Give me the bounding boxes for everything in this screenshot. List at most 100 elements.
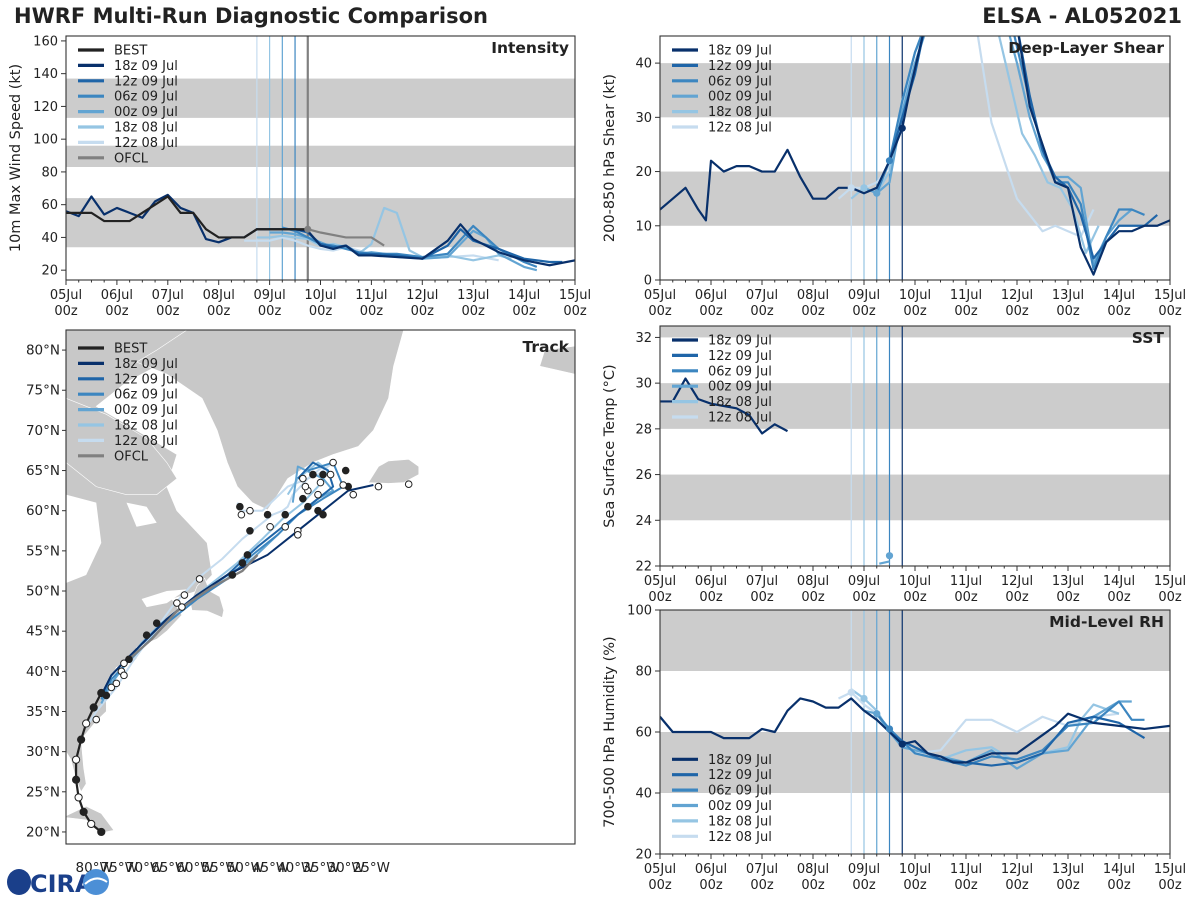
lat-tick-label: 35°N: [26, 704, 60, 720]
x-tick-hour-label: 00z: [903, 590, 927, 605]
y-tick-label: 20: [635, 165, 652, 180]
intensity-panel-title: Intensity: [491, 39, 569, 57]
x-tick-hour-label: 00z: [648, 878, 672, 893]
lat-tick-label: 70°N: [26, 423, 60, 439]
x-tick-day-label: 06Jul: [101, 288, 133, 303]
x-tick-day-label: 05Jul: [644, 574, 676, 589]
legend-label: 00z 09 Jul: [708, 799, 772, 814]
x-tick-day-label: 05Jul: [644, 288, 676, 303]
track-point: [142, 631, 151, 639]
x-tick-day-label: 08Jul: [797, 574, 829, 589]
x-tick-hour-label: 00z: [563, 304, 587, 319]
shear-series-line: [660, 36, 1170, 276]
track-point: [339, 481, 347, 489]
landmass: [66, 397, 178, 495]
lat-tick-label: 60°N: [26, 503, 60, 519]
shear-panel-title: Deep-Layer Shear: [1008, 39, 1164, 57]
track-point: [112, 679, 121, 688]
track-point: [266, 522, 274, 531]
ofcl-forecast-line: [307, 228, 385, 247]
track-point: [238, 559, 247, 567]
lat-tick-label: 50°N: [26, 584, 60, 600]
rh-init-marker: [873, 710, 881, 718]
sst-plot-area: [660, 326, 1170, 566]
lat-tick-label: 40°N: [26, 664, 60, 680]
x-tick-day-label: 07Jul: [152, 288, 184, 303]
legend-label: 12z 08 Jul: [708, 121, 772, 136]
x-tick-day-label: 14Jul: [508, 288, 540, 303]
intensity-plot-area: [66, 36, 575, 280]
best-track-point: [74, 793, 83, 802]
legend-label: BEST: [114, 44, 147, 59]
x-tick-day-label: 10Jul: [899, 574, 931, 589]
track-point: [125, 655, 133, 664]
x-tick-day-label: 05Jul: [50, 288, 82, 303]
rh-panel-title: Mid-Level RH: [1049, 613, 1164, 631]
legend-label: 12z 08 Jul: [708, 830, 772, 845]
x-tick-hour-label: 00z: [207, 304, 231, 319]
x-tick-hour-label: 00z: [1107, 304, 1131, 319]
x-tick-day-label: 10Jul: [899, 288, 931, 303]
sst-threshold-band: [660, 474, 1170, 521]
x-tick-day-label: 10Jul: [304, 288, 336, 303]
rh-init-marker: [898, 740, 906, 748]
x-tick-hour-label: 00z: [750, 304, 774, 319]
x-tick-hour-label: 00z: [648, 304, 672, 319]
legend-label: 12z 08 Jul: [114, 136, 178, 151]
track-point: [301, 482, 310, 491]
track-point: [152, 619, 161, 627]
x-tick-day-label: 09Jul: [253, 288, 285, 303]
x-tick-hour-label: 00z: [1158, 878, 1182, 893]
x-tick-day-label: 11Jul: [950, 574, 982, 589]
x-tick-hour-label: 00z: [699, 590, 723, 605]
gulf-st-lawrence: [141, 589, 187, 608]
x-tick-hour-label: 00z: [852, 878, 876, 893]
x-tick-day-label: 12Jul: [1001, 862, 1033, 877]
x-tick-day-label: 08Jul: [797, 862, 829, 877]
track-point: [319, 470, 327, 479]
x-tick-hour-label: 00z: [512, 304, 536, 319]
best-track-line: [66, 195, 308, 239]
x-tick-day-label: 05Jul: [644, 862, 676, 877]
cira-logo: CIRA: [7, 869, 109, 898]
x-tick-day-label: 11Jul: [950, 288, 982, 303]
x-tick-hour-label: 00z: [801, 590, 825, 605]
x-tick-hour-label: 00z: [903, 304, 927, 319]
rh-init-marker: [885, 725, 894, 733]
y-tick-label: 28: [635, 422, 652, 437]
intensity-threshold-band: [66, 198, 575, 248]
rh-threshold-band: [660, 610, 1170, 671]
track-point: [246, 526, 254, 535]
legend-label: 12z 09 Jul: [708, 349, 772, 364]
lon-tick-label: 60°W: [176, 860, 213, 876]
x-tick-hour-label: 00z: [750, 878, 774, 893]
track-point: [120, 659, 128, 668]
lat-tick-label: 65°N: [26, 463, 60, 479]
rh-init-marker: [860, 694, 868, 703]
x-tick-day-label: 06Jul: [695, 574, 727, 589]
ungava-bay: [126, 502, 157, 527]
legend-label: OFCL: [114, 449, 149, 464]
y-tick-label: 20: [41, 264, 58, 279]
intensity-threshold-band: [66, 78, 575, 118]
hudson-bay: [66, 494, 102, 583]
legend-label: 06z 09 Jul: [708, 784, 772, 799]
x-tick-hour-label: 00z: [903, 878, 927, 893]
x-tick-day-label: 12Jul: [406, 288, 438, 303]
rh-plot-area: [660, 610, 1170, 854]
track-point: [319, 510, 327, 519]
x-tick-hour-label: 00z: [1005, 590, 1029, 605]
rh-series-line: [888, 715, 1146, 767]
lat-tick-label: 55°N: [26, 543, 60, 559]
lon-tick-label: 25°W: [353, 860, 390, 876]
track-point: [236, 502, 244, 511]
x-tick-hour-label: 00z: [801, 304, 825, 319]
track-point: [263, 510, 272, 519]
x-tick-day-label: 13Jul: [1052, 574, 1084, 589]
lon-tick-label: 45°W: [252, 860, 289, 876]
best-track-point: [97, 827, 106, 837]
track-point: [178, 603, 186, 611]
best-track-point: [71, 755, 81, 764]
x-tick-day-label: 15Jul: [559, 288, 591, 303]
